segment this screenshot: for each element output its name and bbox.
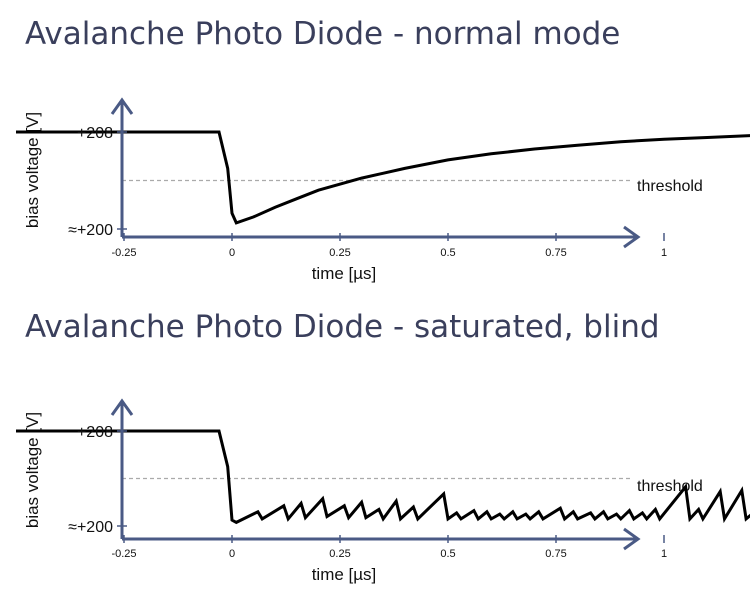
- x-axis-label: time [µs]: [312, 264, 377, 283]
- x-tick-label: -0.25: [111, 247, 136, 259]
- y-tick-label: +208: [77, 125, 113, 142]
- x-tick-label: 0: [229, 247, 235, 259]
- series-line: [16, 130, 750, 225]
- y-tick-label: ≈+200: [68, 519, 113, 536]
- x-tick-label: 0.75: [545, 548, 566, 560]
- series-line: [16, 429, 750, 525]
- x-tick-label: 0.5: [440, 247, 455, 259]
- x-axis-label: time [µs]: [312, 565, 377, 584]
- y-axis-arrowhead: [110, 97, 134, 115]
- x-tick-label: 0.75: [545, 247, 566, 259]
- x-tick-label: 0.5: [440, 548, 455, 560]
- threshold-label: threshold: [637, 478, 703, 495]
- x-tick-label: 1: [661, 247, 667, 259]
- y-axis-arrowhead: [110, 398, 134, 416]
- y-tick-label: +208: [77, 424, 113, 441]
- panel-saturated-blind: Avalanche Photo Diode - saturated, blind…: [16, 309, 750, 584]
- x-tick-label: 0.25: [329, 548, 350, 560]
- y-axis-label: bias voltage [V]: [23, 412, 42, 528]
- x-tick-label: -0.25: [111, 548, 136, 560]
- chart-title: Avalanche Photo Diode - saturated, blind: [25, 309, 660, 345]
- y-axis-label: bias voltage [V]: [23, 112, 42, 228]
- x-axis-arrowhead: [623, 225, 641, 249]
- y-tick-label: ≈+200: [68, 222, 113, 239]
- chart-title: Avalanche Photo Diode - normal mode: [25, 16, 620, 52]
- x-tick-label: 0: [229, 548, 235, 560]
- panel-normal-mode: Avalanche Photo Diode - normal mode bias…: [16, 16, 750, 283]
- x-tick-label: 0.25: [329, 247, 350, 259]
- x-tick-label: 1: [661, 548, 667, 560]
- x-axis-arrowhead: [623, 527, 641, 551]
- threshold-label: threshold: [637, 178, 703, 195]
